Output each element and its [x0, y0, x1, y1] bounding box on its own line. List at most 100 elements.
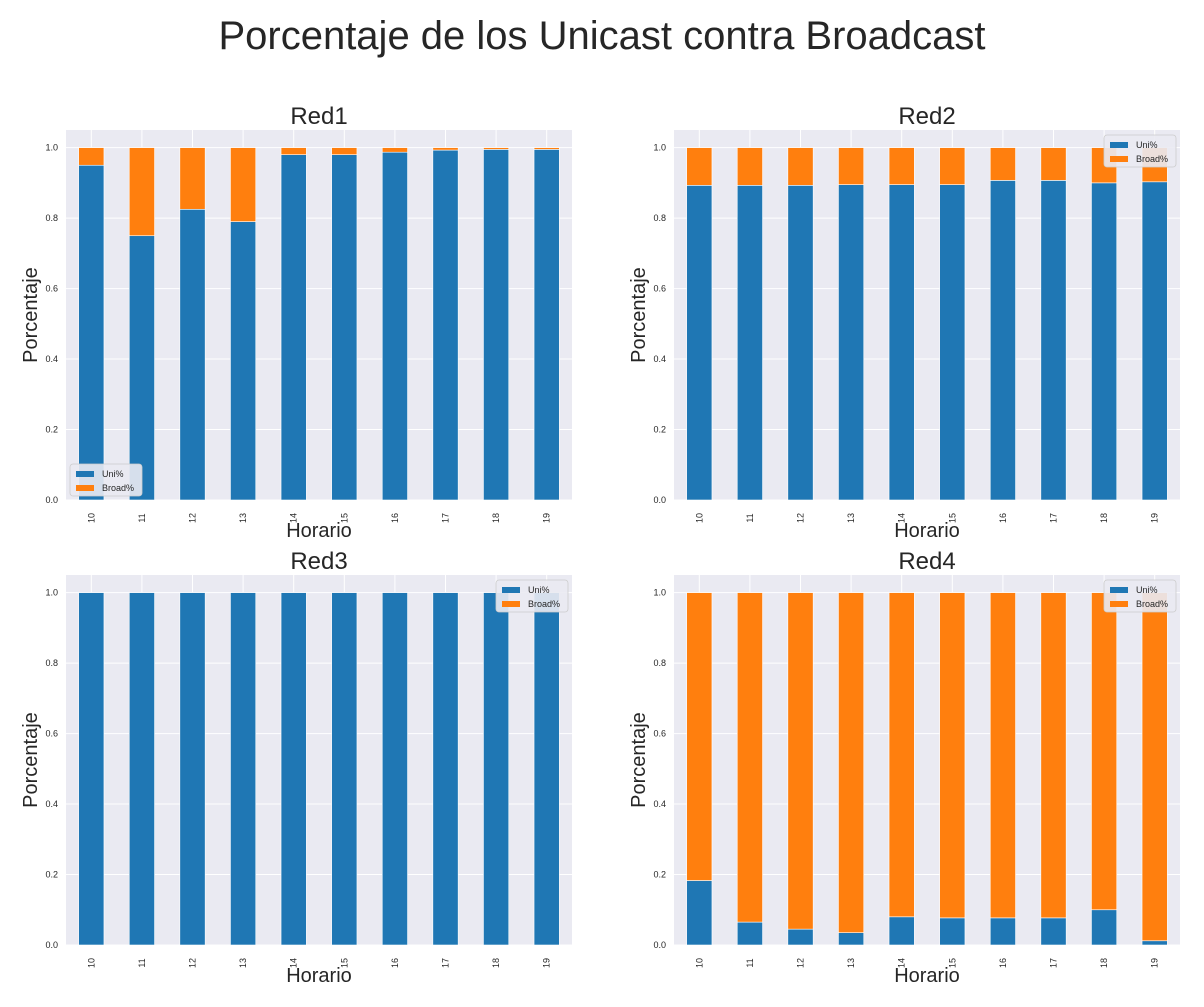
x-tick-label: 17 — [441, 958, 451, 968]
x-axis-label: Horario — [286, 965, 352, 987]
bar-uni-18 — [483, 592, 510, 946]
x-tick-label: 18 — [1099, 958, 1109, 968]
x-tick-label: 18 — [491, 513, 501, 523]
bar-broad-12 — [787, 592, 814, 930]
x-tick-label: 16 — [390, 958, 400, 968]
figure-title: Porcentaje de los Unicast contra Broadca… — [218, 14, 986, 58]
bar-broad-16 — [989, 592, 1016, 919]
x-tick-label: 19 — [542, 958, 552, 968]
legend-swatch-uni — [76, 471, 94, 477]
bar-uni-19 — [533, 149, 560, 501]
x-tick-label: 14 — [897, 513, 907, 523]
x-tick-label: 18 — [491, 958, 501, 968]
bar-uni-11 — [128, 235, 155, 501]
bar-broad-12 — [179, 147, 206, 210]
bar-broad-18 — [483, 147, 510, 150]
y-tick-label: 0.6 — [45, 729, 58, 739]
subplot-red1: 0.0 0.2 0.4 0.6 0.8 1.0 10 11 12 13 14 15 16 17 18 19 Re… — [20, 103, 572, 542]
bar-uni-16 — [381, 151, 408, 501]
bar-uni-11 — [128, 592, 155, 946]
y-tick-label: 0.4 — [653, 799, 666, 809]
bar-broad-16 — [989, 147, 1016, 181]
bar-uni-15 — [939, 184, 966, 501]
y-tick-label: 0.6 — [653, 729, 666, 739]
legend-swatch-uni — [1110, 142, 1128, 148]
subplot-title: Red3 — [290, 548, 347, 575]
x-tick-label: 13 — [238, 958, 248, 968]
bar-uni-14 — [280, 592, 307, 946]
legend-swatch-broad — [1110, 156, 1128, 162]
bar-uni-17 — [1040, 180, 1067, 501]
legend: Uni% Broad% — [1103, 579, 1177, 613]
bar-broad-16 — [381, 147, 408, 153]
bar-uni-14 — [280, 154, 307, 501]
legend-label-uni: Uni% — [1136, 585, 1158, 595]
y-tick-label: 1.0 — [45, 143, 58, 153]
bar-uni-19 — [533, 592, 560, 946]
bar-uni-13 — [230, 592, 257, 946]
bar-uni-17 — [1040, 917, 1067, 946]
bar-broad-14 — [888, 592, 915, 918]
bar-uni-15 — [331, 154, 358, 501]
bar-broad-10 — [686, 147, 713, 186]
y-tick-label: 0.2 — [45, 870, 58, 880]
y-tick-label: 1.0 — [45, 588, 58, 598]
bar-uni-18 — [1091, 182, 1118, 501]
x-tick-label: 12 — [188, 513, 198, 523]
x-tick-label: 13 — [238, 513, 248, 523]
bar-uni-14 — [888, 916, 915, 946]
bar-uni-16 — [989, 917, 1016, 946]
x-tick-label: 12 — [796, 958, 806, 968]
y-tick-label: 0.4 — [653, 354, 666, 364]
bar-uni-13 — [230, 221, 257, 501]
bar-uni-12 — [787, 928, 814, 946]
x-tick-label: 17 — [1049, 958, 1059, 968]
x-tick-label: 10 — [694, 513, 704, 523]
legend-swatch-uni — [502, 587, 520, 593]
x-axis-label: Horario — [894, 520, 960, 542]
bar-uni-18 — [1091, 909, 1118, 946]
y-tick-label: 0.0 — [653, 495, 666, 505]
bar-broad-19 — [533, 147, 560, 150]
bar-broad-15 — [939, 147, 966, 185]
bar-broad-13 — [838, 592, 865, 933]
y-tick-label: 0.0 — [653, 940, 666, 950]
bar-broad-13 — [838, 147, 865, 185]
bar-broad-10 — [78, 147, 105, 166]
y-tick-label: 0.0 — [45, 940, 58, 950]
subplot-title: Red1 — [290, 103, 347, 130]
x-tick-label: 13 — [846, 958, 856, 968]
subplot-red4: 0.0 0.2 0.4 0.6 0.8 1.0 10 11 12 13 14 15 16 17 18 19 Re… — [628, 548, 1180, 987]
bar-uni-19 — [1141, 181, 1168, 501]
y-axis-label: Porcentaje — [20, 712, 42, 808]
x-tick-label: 10 — [694, 958, 704, 968]
bar-broad-12 — [787, 147, 814, 186]
y-tick-label: 0.4 — [45, 354, 58, 364]
legend-label-uni: Uni% — [1136, 140, 1158, 150]
x-tick-label: 15 — [947, 958, 957, 968]
legend: Uni% Broad% — [1103, 134, 1177, 168]
bar-broad-17 — [1040, 147, 1067, 181]
legend-swatch-broad — [1110, 601, 1128, 607]
x-tick-label: 19 — [542, 513, 552, 523]
x-axis-label: Horario — [286, 520, 352, 542]
y-tick-label: 1.0 — [653, 588, 666, 598]
y-tick-label: 0.8 — [653, 213, 666, 223]
subplot-red2: 0.0 0.2 0.4 0.6 0.8 1.0 10 11 12 13 14 15 16 17 18 19 Re… — [628, 103, 1180, 542]
bar-uni-15 — [939, 917, 966, 946]
bar-uni-17 — [432, 592, 459, 946]
bar-uni-14 — [888, 184, 915, 501]
x-axis-label: Horario — [894, 965, 960, 987]
subplot-red3: 0.0 0.2 0.4 0.6 0.8 1.0 10 11 12 13 14 15 16 17 18 19 Re… — [20, 548, 572, 987]
x-tick-label: 11 — [745, 958, 755, 967]
x-tick-label: 18 — [1099, 513, 1109, 523]
x-tick-label: 12 — [188, 958, 198, 968]
x-tick-label: 16 — [998, 513, 1008, 523]
x-tick-label: 12 — [796, 513, 806, 523]
bar-uni-13 — [838, 184, 865, 501]
x-tick-label: 19 — [1150, 513, 1160, 523]
legend-swatch-uni — [1110, 587, 1128, 593]
legend-label-broad: Broad% — [1136, 154, 1168, 164]
bar-uni-11 — [736, 921, 763, 946]
bar-uni-15 — [331, 592, 358, 946]
